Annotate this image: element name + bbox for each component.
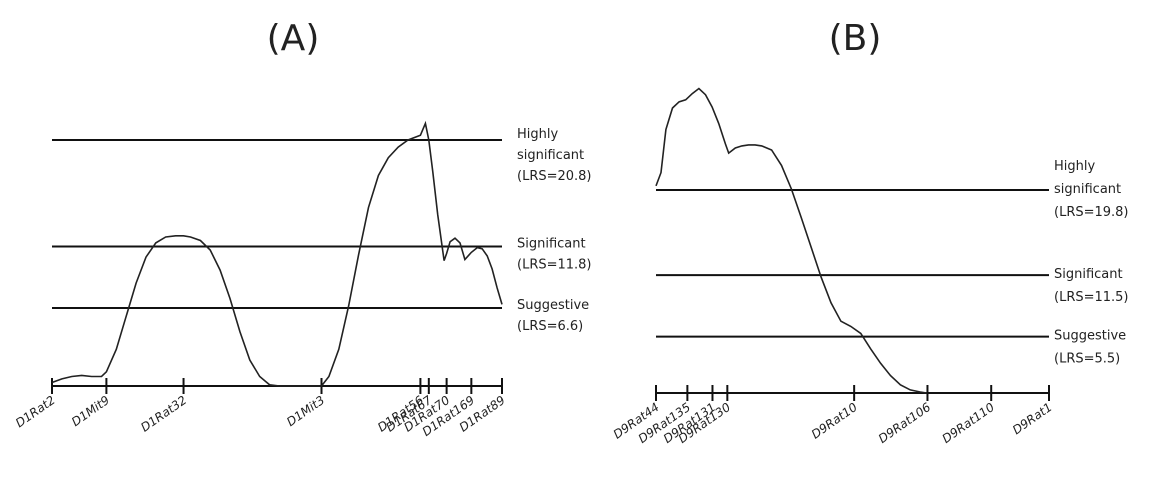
threshold-label: Highly xyxy=(1054,159,1095,174)
threshold-label: (LRS=11.8) xyxy=(517,257,592,272)
panel-title: (A) xyxy=(267,18,320,59)
threshold-label: (LRS=6.6) xyxy=(517,319,583,334)
marker-label: D1Mit3 xyxy=(284,393,327,429)
marker-label: D9Rat1 xyxy=(1010,400,1055,437)
threshold-label: Suggestive xyxy=(517,298,589,313)
threshold-label: Suggestive xyxy=(1054,329,1126,344)
panel-title: (B) xyxy=(829,18,882,59)
threshold-label: significant xyxy=(517,148,584,163)
threshold-label: Significant xyxy=(517,236,586,251)
marker-label: D9Rat106 xyxy=(876,400,934,446)
threshold-label: (LRS=5.5) xyxy=(1054,352,1120,367)
threshold-label: (LRS=20.8) xyxy=(517,169,592,184)
marker-label: D9Rat10 xyxy=(809,400,860,442)
marker-label: D9Rat110 xyxy=(940,400,998,446)
threshold-label: Significant xyxy=(1054,267,1123,282)
threshold-label: (LRS=11.5) xyxy=(1054,290,1129,305)
marker-label: D1Rat2 xyxy=(13,393,58,430)
marker-label: D1Rat32 xyxy=(138,393,189,435)
lrs-curve xyxy=(655,87,927,394)
marker-label: D1Mit9 xyxy=(69,393,112,429)
threshold-label: significant xyxy=(1054,182,1121,197)
threshold-label: (LRS=19.8) xyxy=(1054,205,1129,220)
lrs-curve xyxy=(51,120,503,387)
threshold-label: Highly xyxy=(517,127,558,142)
